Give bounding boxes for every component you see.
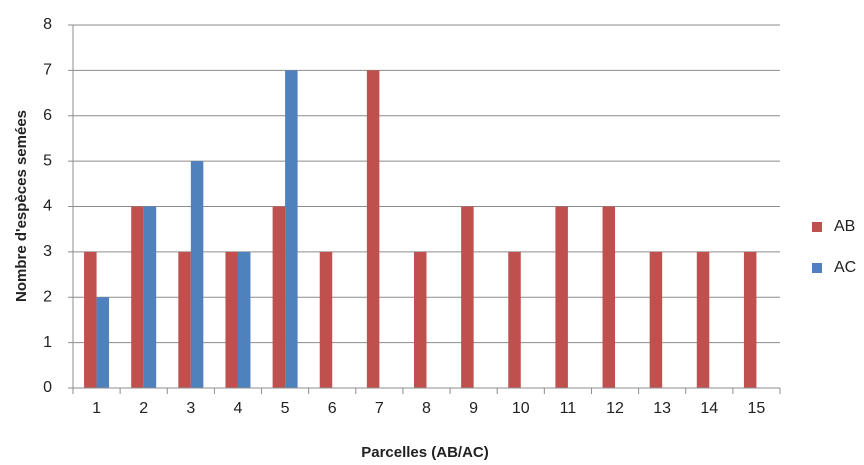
x-tick-label: 9 [469,400,478,417]
x-tick-label: 4 [234,400,243,417]
bar [143,206,157,388]
bar [602,206,616,388]
bar [190,161,204,388]
x-tick-label: 10 [512,400,530,417]
x-tick-label: 11 [560,400,577,417]
bar [237,251,251,388]
bar [649,251,663,388]
y-tick-label: 5 [43,152,52,169]
x-tick-label: 12 [606,400,624,417]
bar [178,251,191,388]
bar [96,297,110,388]
y-tick-label: 6 [43,107,52,124]
bar [319,251,333,388]
y-tick-label: 3 [43,243,52,260]
legend-swatch [812,222,822,232]
bar [508,251,521,388]
x-tick-label: 5 [281,400,290,417]
y-tick-label: 0 [43,379,52,396]
x-tick-label: 2 [139,400,148,417]
bar [272,206,286,388]
bar [84,251,97,388]
legend-label: AB [834,218,855,235]
bar [696,251,710,388]
x-tick-label: 3 [186,400,195,417]
x-tick-label: 15 [748,400,766,417]
x-tick-label: 8 [422,400,431,417]
y-tick-label: 2 [43,288,52,305]
bar [461,206,474,388]
y-tick-label: 8 [43,16,52,33]
bar [743,251,757,388]
x-tick-label: 6 [328,400,337,417]
x-tick-label: 1 [92,400,101,417]
x-axis-title: Parcelles (AB/AC) [361,444,489,461]
x-tick-label: 14 [700,400,718,417]
bar [225,251,238,388]
y-tick-label: 4 [43,198,52,215]
bar [131,206,144,388]
bar [555,206,568,388]
y-tick-label: 7 [43,62,52,79]
legend-swatch [812,263,822,273]
bar [366,70,380,388]
legend-label: AC [834,259,856,276]
x-tick-label: 7 [375,400,384,417]
bar [285,70,298,388]
bar [414,251,427,388]
x-tick-label: 13 [653,400,671,417]
y-tick-label: 1 [43,334,52,351]
y-axis-title: Nombre d'espèces semées [13,110,30,302]
